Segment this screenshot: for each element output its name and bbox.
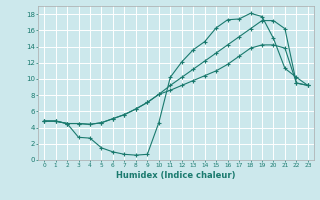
X-axis label: Humidex (Indice chaleur): Humidex (Indice chaleur): [116, 171, 236, 180]
